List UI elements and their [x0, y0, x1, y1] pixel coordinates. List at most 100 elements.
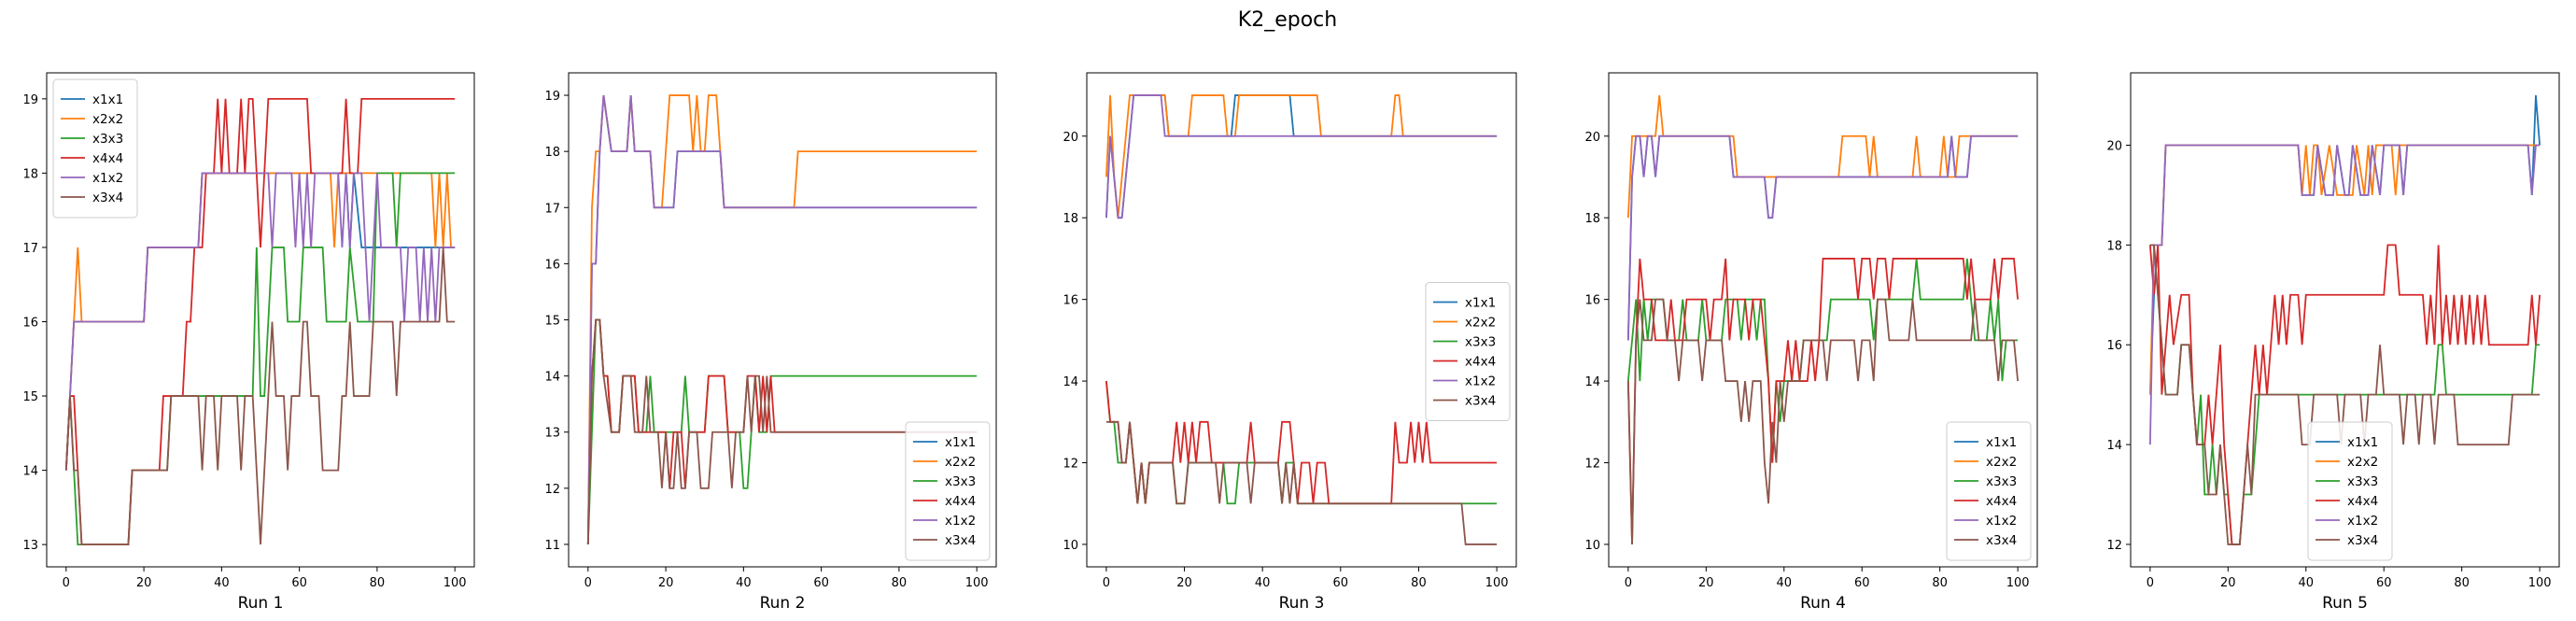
legend-label-x3x4: x3x4	[2347, 533, 2378, 548]
x-axis-label: Run 1	[238, 594, 284, 613]
y-tick-label: 18	[2106, 239, 2122, 253]
y-tick-label: 16	[2106, 339, 2122, 353]
y-tick-label: 15	[544, 315, 560, 329]
y-tick-label: 13	[22, 539, 38, 553]
y-tick-label: 12	[2106, 539, 2122, 553]
y-tick-label: 12	[1584, 458, 1600, 472]
x-tick-label: 100	[2528, 576, 2552, 590]
y-tick-label: 16	[1584, 294, 1600, 308]
series-line-x1x2	[1626, 134, 2019, 341]
x-tick-label: 100	[2006, 576, 2030, 590]
y-tick-label: 15	[22, 390, 38, 404]
legend-label-x4x4: x4x4	[92, 151, 123, 166]
x-tick-label: 100	[965, 576, 989, 590]
x-axis-label: Run 4	[1800, 594, 1846, 613]
x-axis-label: Run 3	[1279, 594, 1325, 613]
legend-label-x2x2: x2x2	[945, 455, 976, 470]
legend-label-x1x2: x1x2	[92, 171, 123, 186]
x-tick-label: 20	[1176, 576, 1192, 590]
x-tick-label: 20	[136, 576, 152, 590]
x-tick-label: 80	[892, 576, 908, 590]
legend-label-x3x4: x3x4	[92, 191, 123, 205]
series-line-x4x4	[1626, 258, 2020, 544]
legend-label-x2x2: x2x2	[1986, 455, 2017, 470]
legend-label-x1x2: x1x2	[1986, 514, 2017, 529]
y-tick-label: 18	[22, 167, 38, 181]
legend-label-x4x4: x4x4	[1986, 494, 2017, 509]
legend-label-x3x3: x3x3	[945, 474, 976, 489]
legend-label-x2x2: x2x2	[92, 112, 123, 127]
legend-label-x3x3: x3x3	[1465, 335, 1496, 350]
legend: x1x1 x2x2 x3x3 x4x4 x1x2 x3x4	[905, 421, 991, 561]
x-tick-label: 0	[1103, 576, 1110, 590]
y-tick-label: 10	[1584, 539, 1600, 553]
y-tick-label: 17	[544, 202, 560, 216]
y-tick-label: 17	[22, 242, 38, 256]
series-line-x4x4	[586, 318, 978, 544]
x-tick-label: 40	[1255, 576, 1271, 590]
y-tick-label: 11	[544, 539, 560, 553]
legend-box	[1425, 282, 1511, 421]
series-line-x2x2	[1626, 94, 2019, 219]
x-tick-label: 80	[2454, 576, 2470, 590]
series-line-x1x2	[64, 172, 456, 471]
x-tick-label: 20	[658, 576, 674, 590]
legend-box	[1946, 421, 2032, 561]
legend-label-x1x1: x1x1	[92, 92, 123, 107]
y-tick-label: 16	[22, 316, 38, 330]
axes-frame	[1086, 72, 1517, 568]
legend-label-x1x1: x1x1	[945, 435, 976, 450]
y-tick-label: 14	[22, 465, 38, 479]
x-tick-label: 80	[370, 576, 386, 590]
axes-frame	[2130, 72, 2560, 568]
y-tick-label: 14	[544, 371, 560, 385]
series-line-x2x2	[2148, 144, 2541, 395]
y-tick-label: 16	[1063, 294, 1078, 308]
x-tick-label: 20	[2220, 576, 2236, 590]
x-axis-label: Run 2	[760, 594, 806, 613]
series-line-x2x2	[1105, 94, 1498, 219]
x-tick-label: 40	[736, 576, 752, 590]
y-tick-label: 20	[1584, 131, 1600, 145]
legend-label-x1x2: x1x2	[1465, 374, 1496, 389]
axes-frame	[1608, 72, 2038, 568]
series-line-x3x3	[64, 172, 456, 546]
legend: x1x1 x2x2 x3x3 x4x4 x1x2 x3x4	[2307, 421, 2393, 561]
legend-label-x1x2: x1x2	[945, 514, 976, 529]
legend-label-x3x3: x3x3	[92, 132, 123, 147]
subplot-run-4: 0 20 40 60 80 100 10 12 14 16 18 20 Run 4 x1x1 x2x2 x3x…	[1584, 72, 2038, 613]
y-tick-label: 19	[22, 93, 38, 107]
x-axis-label: Run 5	[2322, 594, 2368, 613]
figure-title: K2_epoch	[1238, 8, 1337, 32]
series-line-x3x4	[64, 247, 456, 546]
series-line-x1x2	[1105, 94, 1498, 219]
series-line-x1x1	[1105, 94, 1498, 219]
y-tick-label: 12	[544, 483, 560, 497]
legend-label-x2x2: x2x2	[2347, 455, 2378, 470]
y-tick-label: 14	[2106, 439, 2122, 453]
legend: x1x1 x2x2 x3x3 x4x4 x1x2 x3x4	[1946, 421, 2032, 561]
legend-label-x4x4: x4x4	[1465, 355, 1496, 370]
legend-label-x2x2: x2x2	[1465, 316, 1496, 331]
series-line-x1x1	[2148, 94, 2541, 395]
y-tick-label: 14	[1063, 375, 1078, 389]
y-tick-label: 10	[1063, 539, 1078, 553]
legend-label-x3x3: x3x3	[2347, 474, 2378, 489]
series-line-x3x4	[1105, 420, 1498, 545]
legend-box	[905, 421, 991, 561]
x-tick-label: 0	[1625, 576, 1632, 590]
legend-label-x4x4: x4x4	[2347, 494, 2378, 509]
legend-label-x1x1: x1x1	[1465, 296, 1496, 311]
series-line-x3x4	[1626, 298, 2020, 544]
y-tick-label: 18	[1063, 212, 1078, 226]
legend-label-x1x2: x1x2	[2347, 514, 2378, 529]
x-tick-label: 60	[813, 576, 829, 590]
legend-label-x1x1: x1x1	[1986, 435, 2017, 450]
series-line-x1x2	[2148, 144, 2541, 445]
subplot-run-3: 0 20 40 60 80 100 10 12 14 16 18 20 Run 3 x1x1 x2x2 x3x…	[1063, 72, 1517, 613]
x-tick-label: 60	[1854, 576, 1870, 590]
x-tick-label: 40	[1776, 576, 1792, 590]
legend-label-x3x4: x3x4	[1986, 533, 2017, 548]
